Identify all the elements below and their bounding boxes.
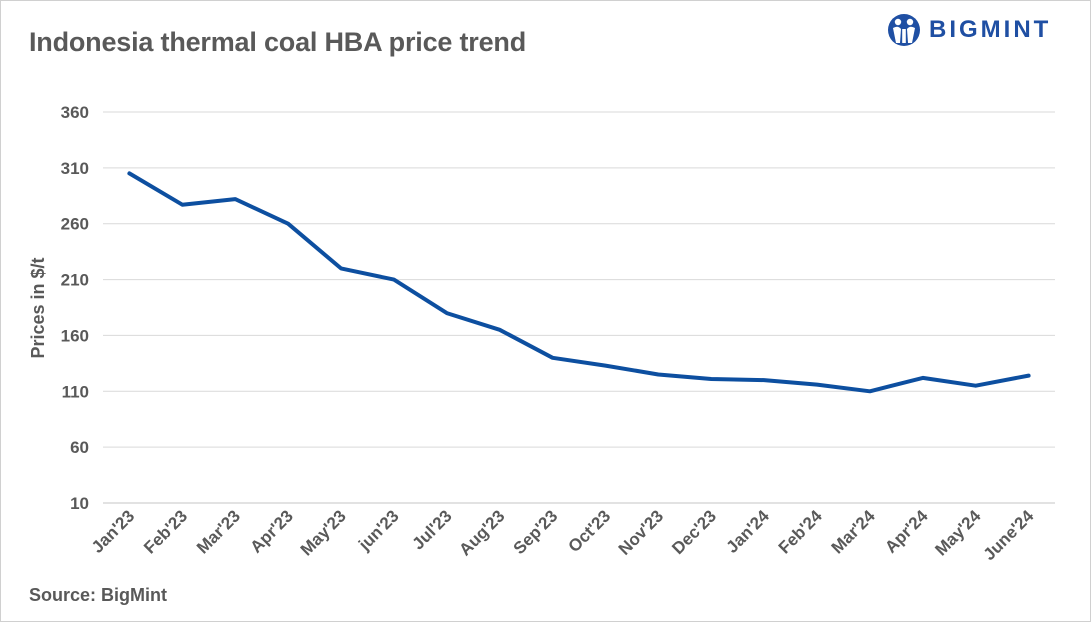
x-tick-label: June'24 <box>980 506 1038 564</box>
bigmint-logo: BIGMINT <box>887 11 1051 49</box>
x-tick-label: Aug'23 <box>455 506 508 559</box>
x-tick-label: jun'23 <box>354 506 402 554</box>
series-line <box>127 171 1031 394</box>
x-tick-label: Feb'24 <box>775 506 826 557</box>
x-tick-label: Sep'23 <box>510 506 562 558</box>
x-tick-label: Apr'23 <box>247 506 297 556</box>
x-tick-label: Jan'23 <box>88 506 138 556</box>
source-note: Source: BigMint <box>29 585 167 605</box>
y-axis-ticks: 10 60 110 160 210 260 310 360 <box>61 103 89 513</box>
y-tick-label: 210 <box>61 271 89 290</box>
logo-text: BIGMINT <box>929 16 1052 43</box>
x-tick-label: Jul'23 <box>409 506 456 553</box>
x-tick-label: Mar'24 <box>828 506 879 557</box>
chart-title: Indonesia thermal coal HBA price trend <box>29 27 527 57</box>
x-tick-label: Oct'23 <box>565 506 615 556</box>
x-tick-label: May'23 <box>297 506 350 559</box>
y-tick-label: 10 <box>70 494 89 513</box>
y-tick-label: 260 <box>61 215 89 234</box>
y-tick-label: 360 <box>61 103 89 122</box>
bigmint-logo-icon <box>888 14 920 46</box>
x-axis-ticks: Jan'23 Feb'23 Mar'23 Apr'23 May'23 jun'23 Jul'… <box>88 506 1038 564</box>
x-tick-label: Dec'23 <box>668 506 720 558</box>
x-tick-label: Nov'23 <box>615 506 667 558</box>
x-tick-label: Feb'23 <box>140 506 191 557</box>
y-tick-label: 160 <box>61 326 89 345</box>
y-tick-label: 310 <box>61 159 89 178</box>
x-tick-label: Apr'24 <box>881 506 932 557</box>
y-tick-label: 60 <box>70 438 89 457</box>
x-tick-label: May'24 <box>931 506 984 559</box>
gridlines <box>103 111 1055 448</box>
y-axis-label: Prices in $/t <box>28 257 48 358</box>
y-tick-label: 110 <box>62 382 89 401</box>
x-tick-label: Jan'24 <box>723 506 774 557</box>
x-tick-label: Mar'23 <box>193 506 244 557</box>
